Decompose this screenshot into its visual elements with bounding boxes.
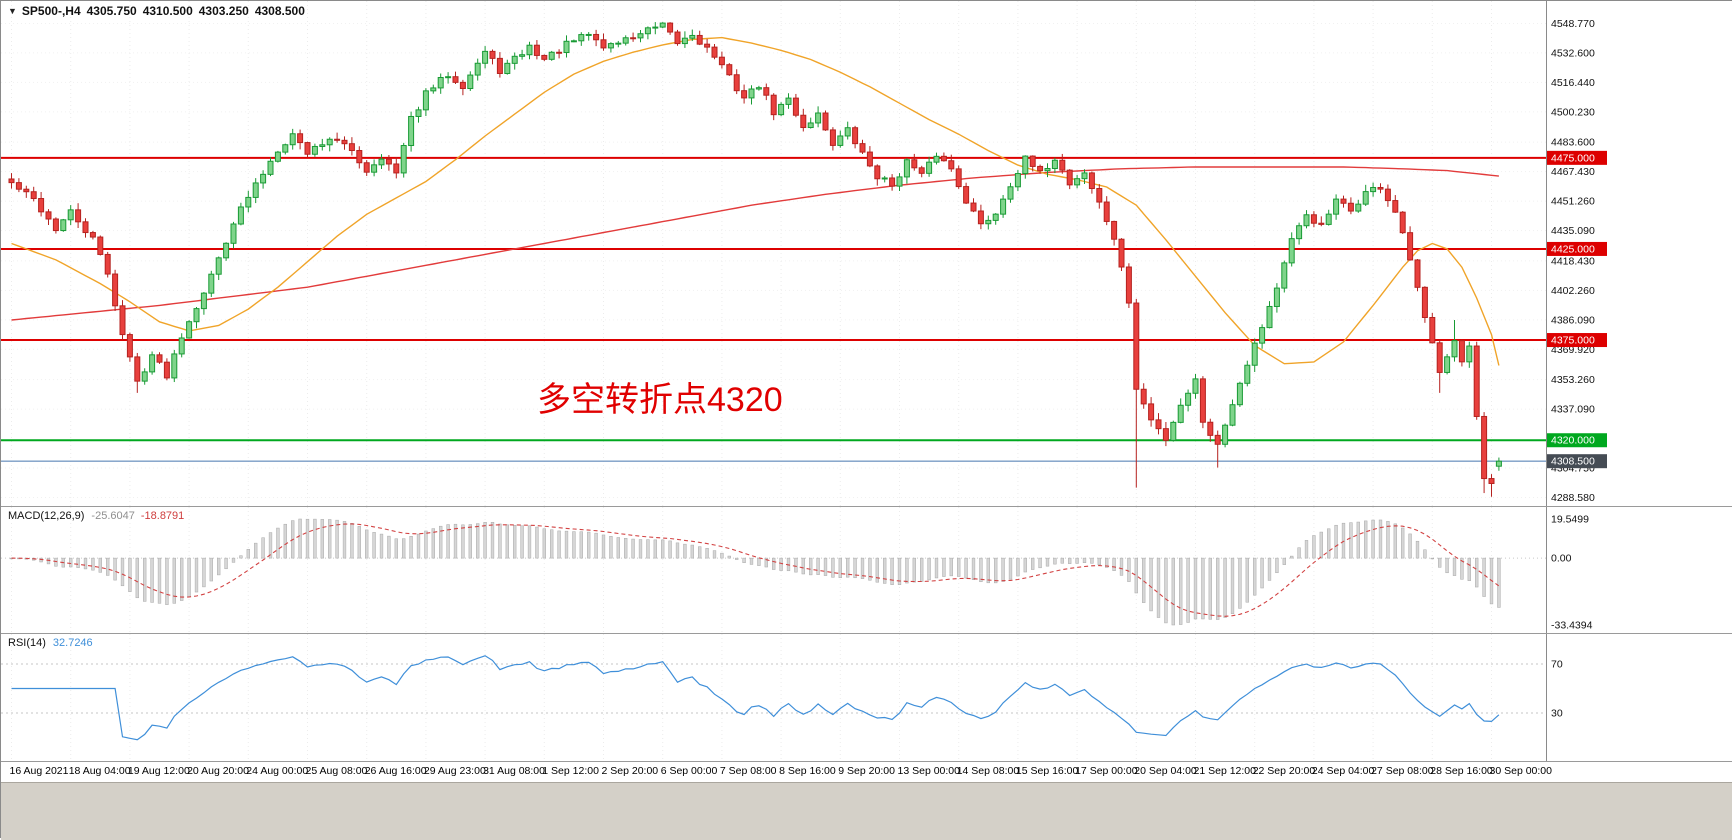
time-tick-label: 20 Sep 04:00 [1134, 765, 1197, 777]
time-tick-label: 18 Aug 04:00 [68, 765, 131, 777]
svg-text:4451.260: 4451.260 [1551, 196, 1595, 208]
svg-text:4425.000: 4425.000 [1551, 243, 1595, 255]
time-tick-label: 30 Sep 00:00 [1489, 765, 1552, 777]
time-tick-label: 22 Sep 20:00 [1252, 765, 1316, 777]
price-level-badge [1547, 433, 1607, 448]
time-tick-label: 24 Aug 00:00 [246, 765, 309, 777]
svg-text:4308.500: 4308.500 [1551, 456, 1595, 468]
svg-text:4435.090: 4435.090 [1551, 225, 1595, 237]
svg-text:19.5499: 19.5499 [1551, 514, 1589, 526]
time-tick-label: 17 Sep 00:00 [1075, 765, 1138, 777]
svg-text:0.00: 0.00 [1551, 553, 1572, 565]
svg-text:4475.000: 4475.000 [1551, 152, 1595, 164]
window-bottom-area [1, 782, 1732, 840]
open-value: 4305.750 [86, 4, 137, 18]
rsi-value: 32.7246 [52, 637, 93, 649]
rsi-canvas[interactable]: 70 30 [1, 634, 1732, 762]
rsi-line [11, 655, 1500, 741]
high-value: 4310.500 [142, 4, 193, 18]
time-tick-label: 26 Aug 16:00 [364, 765, 427, 777]
time-axis: 16 Aug 2021 18 Aug 04:00 19 Aug 12:00 20 Au… [1, 762, 1732, 782]
time-tick-label: 20 Aug 20:00 [187, 765, 249, 777]
svg-text:4548.770: 4548.770 [1551, 18, 1595, 30]
time-tick-label: 14 Sep 08:00 [956, 765, 1020, 777]
macd-main-value: -25.6047 [91, 510, 135, 522]
rsi-axis[interactable]: 70 30 [1551, 659, 1563, 720]
price-level-badge [1547, 241, 1607, 256]
price-chart-canvas[interactable]: 4548.770 4532.600 4516.440 4500.230 4483.600… [1, 1, 1732, 507]
close-value: 4308.500 [254, 4, 305, 18]
time-tick-label: 8 Sep 16:00 [779, 765, 836, 777]
time-tick-label: 24 Sep 04:00 [1311, 765, 1375, 777]
price-level-badge [1547, 150, 1607, 165]
symbol-timeframe-label: SP500-,H4 [21, 4, 81, 18]
macd-canvas[interactable]: 19.5499 0.00 -33.4394 [1, 507, 1732, 634]
svg-text:70: 70 [1551, 659, 1563, 671]
time-tick-label: 7 Sep 08:00 [719, 765, 777, 777]
time-tick-label: 29 Aug 23:00 [423, 765, 486, 777]
svg-text:-33.4394: -33.4394 [1551, 620, 1593, 632]
svg-text:4386.090: 4386.090 [1551, 314, 1595, 326]
price-level-badge [1547, 454, 1607, 469]
svg-text:4375.000: 4375.000 [1551, 335, 1595, 347]
rsi-label: RSI(14) 32.7246 [8, 637, 93, 649]
svg-text:4500.230: 4500.230 [1551, 106, 1595, 118]
svg-text:4516.440: 4516.440 [1551, 77, 1595, 89]
annotation-text: 多空转折点4320 [537, 381, 783, 419]
main-grid [1, 1, 1546, 506]
macd-signal-line [11, 523, 1500, 617]
fast-ma-line [11, 36, 1500, 366]
svg-text:4353.260: 4353.260 [1551, 374, 1595, 386]
time-tick-label: 31 Aug 08:00 [483, 765, 545, 777]
macd-histogram [9, 518, 1501, 626]
time-tick-label: 13 Sep 00:00 [897, 765, 960, 777]
time-tick-label: 1 Sep 12:00 [542, 765, 599, 777]
macd-indicator-pane: 19.5499 0.00 -33.4394 MACD(12,26,9) -25.604… [1, 507, 1732, 634]
time-tick-label: 16 Aug 2021 [9, 765, 69, 777]
rsi-indicator-pane: 70 30 RSI(14) 32.7246 [1, 634, 1732, 762]
chart-dropdown-icon[interactable]: ▼ [8, 6, 17, 16]
time-tick-label: 25 Aug 08:00 [305, 765, 368, 777]
time-tick-label: 19 Aug 12:00 [127, 765, 190, 777]
macd-axis[interactable]: 19.5499 0.00 -33.4394 [1551, 514, 1593, 632]
horizontal-level-lines[interactable] [1, 156, 1546, 462]
svg-text:4288.580: 4288.580 [1551, 492, 1595, 504]
svg-text:4418.430: 4418.430 [1551, 255, 1595, 267]
svg-text:4532.600: 4532.600 [1551, 47, 1595, 59]
svg-text:30: 30 [1551, 708, 1563, 720]
slow-ma-line [11, 166, 1499, 321]
svg-text:4320.000: 4320.000 [1551, 435, 1595, 447]
svg-text:4483.600: 4483.600 [1551, 137, 1595, 149]
time-tick-label: 2 Sep 20:00 [601, 765, 659, 777]
time-tick-label: 21 Sep 12:00 [1193, 765, 1256, 777]
svg-text:4337.090: 4337.090 [1551, 404, 1595, 416]
rsi-name: RSI(14) [8, 637, 46, 649]
chart-title: ▼ SP500-,H4 4305.750 4310.500 4303.250 4308.5… [8, 4, 305, 18]
main-price-pane: 4548.770 4532.600 4516.440 4500.230 4483.600… [1, 1, 1732, 507]
time-tick-label: 27 Sep 08:00 [1371, 765, 1434, 777]
macd-signal-value: -18.8791 [140, 510, 185, 522]
time-tick-label: 15 Sep 16:00 [1015, 765, 1079, 777]
low-value: 4303.250 [198, 4, 249, 18]
macd-label: MACD(12,26,9) -25.6047 -18.8791 [8, 510, 184, 522]
candles [8, 22, 1502, 497]
svg-text:4402.260: 4402.260 [1551, 285, 1595, 297]
time-tick-label: 28 Sep 16:00 [1430, 765, 1493, 777]
price-axis[interactable]: 4548.770 4532.600 4516.440 4500.230 4483.600… [1547, 18, 1607, 504]
price-level-badge [1547, 333, 1607, 348]
svg-text:4467.430: 4467.430 [1551, 166, 1595, 178]
time-tick-label: 9 Sep 20:00 [838, 765, 895, 777]
time-tick-label: 6 Sep 00:00 [660, 765, 718, 777]
macd-name: MACD(12,26,9) [8, 510, 85, 522]
